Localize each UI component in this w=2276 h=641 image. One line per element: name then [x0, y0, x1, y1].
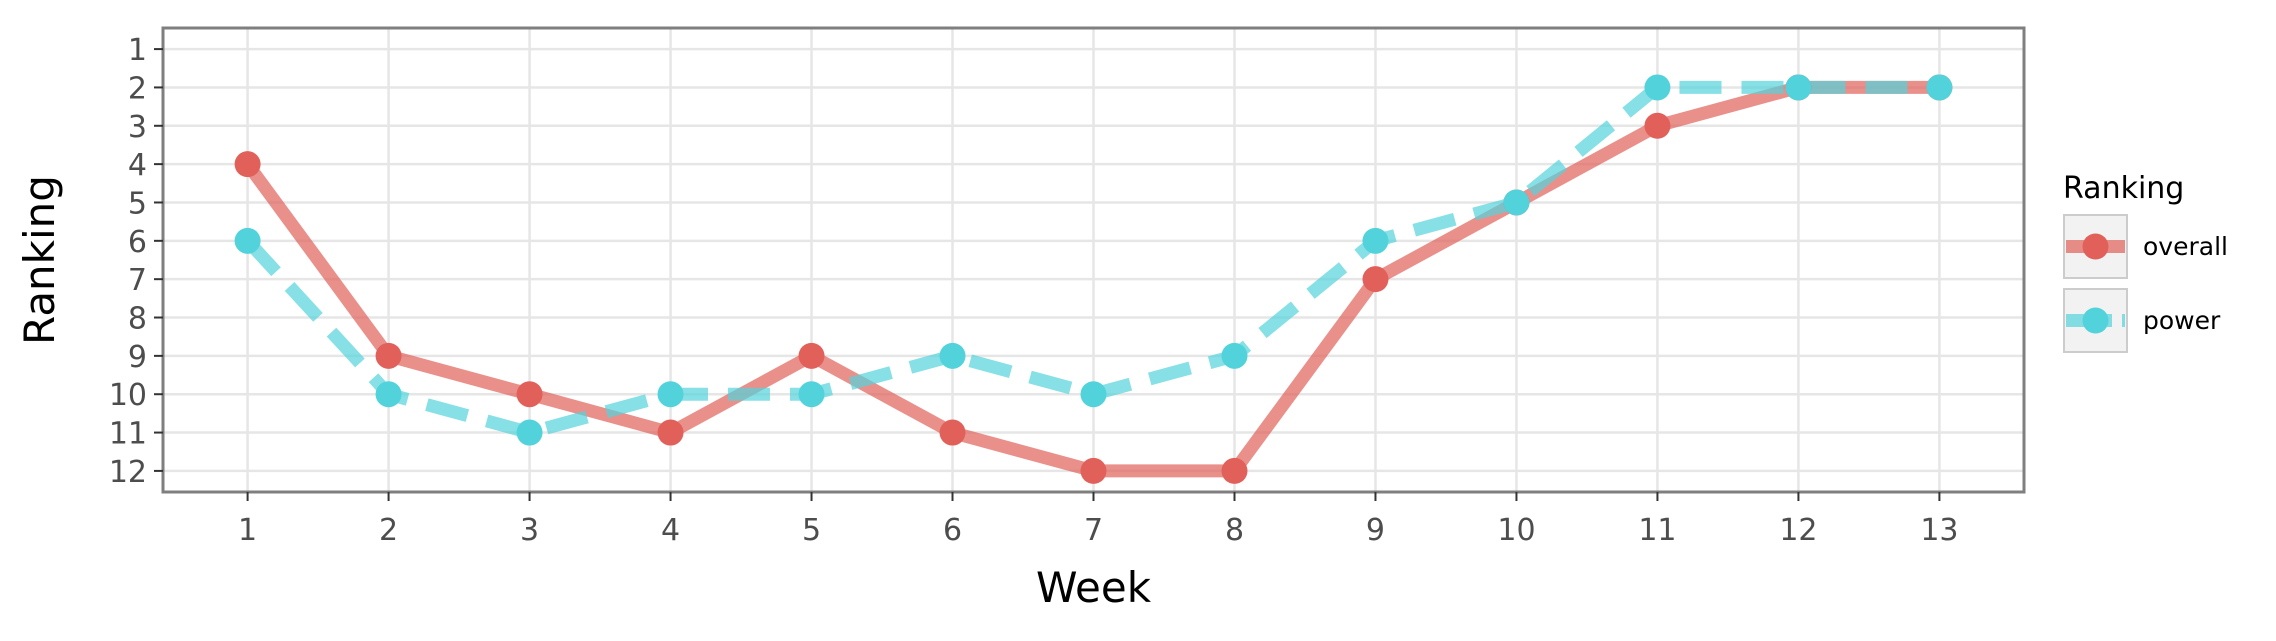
- x-tick-label: 8: [1225, 513, 1244, 548]
- x-tick-label: 9: [1366, 513, 1385, 548]
- x-tick-label: 2: [379, 513, 398, 548]
- legend-marker-overall: [2082, 233, 2109, 260]
- legend-label-overall: overall: [2143, 232, 2228, 261]
- x-tick-label: 13: [1920, 513, 1958, 548]
- y-tick-label: 9: [128, 340, 147, 375]
- data-point-overall: [1080, 457, 1107, 484]
- data-point-overall: [798, 342, 825, 369]
- x-axis: 1 2 3 4 5 6 7 8 9 10 11 12 13: [238, 492, 1959, 548]
- y-tick-label: 2: [128, 71, 147, 106]
- data-point-power: [1926, 74, 1953, 101]
- y-tick-label: 3: [128, 110, 147, 145]
- x-tick-label: 7: [1084, 513, 1103, 548]
- data-point-power: [1503, 189, 1530, 216]
- data-point-overall: [1362, 266, 1389, 293]
- y-axis-title: Ranking: [15, 175, 64, 345]
- data-point-overall: [234, 151, 261, 178]
- data-point-power: [1644, 74, 1671, 101]
- y-tick-label: 6: [128, 225, 147, 260]
- x-tick-label: 5: [802, 513, 821, 548]
- data-point-power: [1785, 74, 1812, 101]
- y-tick-label: 4: [128, 148, 147, 183]
- data-point-power: [1221, 342, 1248, 369]
- y-tick-label: 1: [128, 33, 147, 68]
- data-point-power: [657, 381, 684, 408]
- data-point-overall: [1221, 457, 1248, 484]
- data-point-overall: [516, 381, 543, 408]
- data-point-power: [939, 342, 966, 369]
- y-tick-label: 5: [128, 186, 147, 221]
- x-tick-label: 11: [1638, 513, 1676, 548]
- data-point-power: [1080, 381, 1107, 408]
- x-tick-label: 1: [238, 513, 257, 548]
- legend-title: Ranking: [2063, 171, 2184, 206]
- y-tick-label: 8: [128, 302, 147, 337]
- data-point-overall: [1644, 112, 1671, 139]
- data-point-power: [798, 381, 825, 408]
- grid-lines: [163, 28, 2024, 492]
- legend-marker-power: [2082, 307, 2109, 334]
- y-tick-label: 7: [128, 263, 147, 298]
- x-tick-label: 3: [520, 513, 539, 548]
- x-tick-label: 4: [661, 513, 680, 548]
- legend: Ranking overall power: [2063, 171, 2228, 353]
- data-point-overall: [375, 342, 402, 369]
- data-point-overall: [657, 419, 684, 446]
- x-tick-label: 10: [1497, 513, 1535, 548]
- data-point-power: [234, 227, 261, 254]
- y-tick-label: 11: [109, 417, 147, 452]
- x-axis-title: Week: [1036, 563, 1152, 612]
- data-point-power: [375, 381, 402, 408]
- data-point-power: [516, 419, 543, 446]
- legend-label-power: power: [2143, 306, 2221, 335]
- x-tick-label: 6: [943, 513, 962, 548]
- series-layer: [234, 74, 1953, 484]
- y-tick-label: 12: [109, 455, 147, 490]
- data-point-power: [1362, 227, 1389, 254]
- y-tick-label: 10: [109, 378, 147, 413]
- data-point-overall: [939, 419, 966, 446]
- x-tick-label: 12: [1779, 513, 1817, 548]
